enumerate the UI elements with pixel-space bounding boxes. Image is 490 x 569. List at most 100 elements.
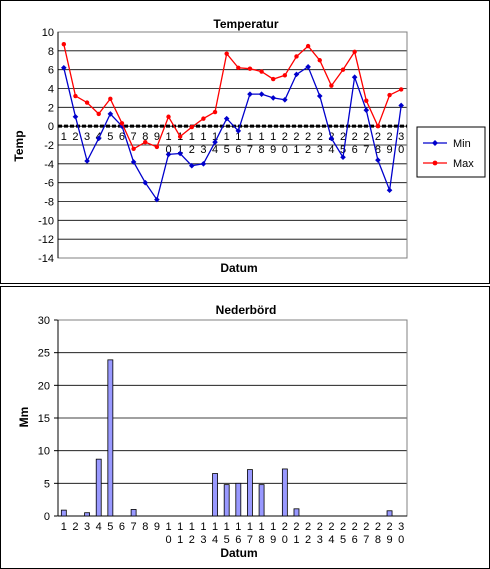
precipitation-chart-panel: Nederbörd Datum Mm 30 25 20 15 10 5 0 1 2 3 4 5 6 7 8 9… (0, 286, 490, 569)
data-point-min (386, 187, 393, 193)
data-point-min (363, 107, 370, 113)
data-point-min (200, 161, 207, 167)
x-tick-label: 24 (328, 131, 334, 156)
data-point-max (294, 54, 299, 59)
data-point-min (223, 115, 230, 122)
y-tick-label: -6 (44, 178, 54, 190)
data-point-min (340, 154, 346, 161)
data-point-max (212, 109, 218, 115)
precipitation-bar (281, 468, 288, 517)
x-tick-label: 2 (72, 521, 78, 533)
data-point-min (247, 91, 253, 97)
data-point-min (154, 196, 160, 203)
x-tick-label: 8 (142, 131, 148, 143)
data-point-max (282, 73, 288, 78)
y-tick-label: -14 (38, 253, 54, 265)
data-point-max (398, 87, 404, 92)
data-point-max (177, 134, 183, 139)
y-tick-label: 30 (38, 315, 50, 327)
data-point-max (143, 139, 148, 145)
data-point-max (364, 98, 369, 103)
data-point-min (293, 71, 300, 78)
data-point-min (165, 151, 172, 158)
precipitation-bar (130, 509, 137, 517)
y-tick-label: 10 (42, 27, 54, 39)
data-point-min (328, 135, 335, 142)
data-point-min (316, 93, 323, 99)
data-point-max (96, 111, 101, 117)
temperature-chart: Temperatur Datum Temp 10 8 6 4 20 -2 -4 -6 -8 -10… (12, 17, 486, 275)
y-tick-label: 6 (48, 65, 54, 77)
y-tick-label: -10 (38, 215, 54, 227)
temperature-chart-panel: Temperatur Datum Temp 10 8 6 4 2 0 -2 -4 -6 -8 -10… (0, 0, 490, 284)
data-point-min (270, 95, 277, 101)
legend-box (416, 126, 486, 178)
data-point-max (247, 66, 253, 71)
data-point-max (387, 92, 392, 98)
y-tick-label: -12 (38, 234, 54, 246)
data-point-max (305, 43, 311, 49)
y-tick-label: -8 (44, 197, 54, 209)
data-point-max (61, 42, 67, 47)
x-tick-label: 7 (131, 521, 137, 533)
y-tick-label: 15 (38, 413, 50, 425)
x-tick-label: 1 (61, 521, 67, 533)
y-tick-label: -4 (44, 159, 54, 171)
x-tick-label: 2 (72, 131, 78, 143)
data-point-min (258, 91, 265, 97)
y-tick-label: 20 (38, 380, 50, 392)
temperature-x-axis-label: Datum (220, 261, 257, 275)
data-point-min (84, 158, 90, 164)
y-tick-label: -2 (44, 140, 54, 152)
data-point-min (351, 74, 358, 80)
y-tick-label: 2 (48, 102, 54, 114)
temperature-chart-title: Temperatur (213, 17, 278, 31)
data-point-min (305, 64, 311, 70)
data-point-max (375, 123, 381, 129)
x-tick-label: 5 (107, 521, 113, 533)
precipitation-chart-title: Nederbörd (216, 303, 277, 317)
data-point-max (259, 69, 264, 74)
data-point-max (154, 144, 160, 150)
y-tick-label: 8 (48, 46, 54, 58)
data-point-max (340, 67, 346, 72)
data-point-max (119, 121, 125, 126)
legend-label-max: Max (453, 158, 474, 170)
y-tick-label: 5 (44, 478, 50, 490)
x-tick-label: 6 (119, 131, 125, 143)
data-point-max (329, 83, 334, 88)
data-point-max (73, 93, 78, 99)
temperature-y-axis-label: Temp (12, 130, 26, 161)
data-point-max (201, 116, 206, 121)
x-tick-label: 9 (154, 131, 160, 143)
y-tick-label: 4 (48, 84, 54, 96)
